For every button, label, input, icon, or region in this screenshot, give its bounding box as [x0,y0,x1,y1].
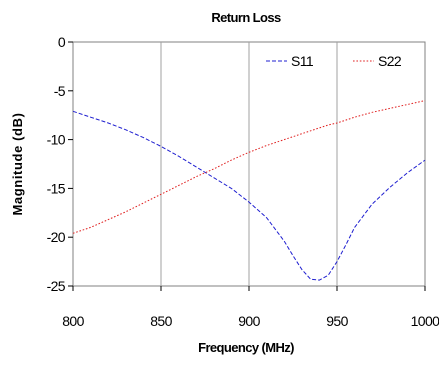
grid-lines [160,42,338,286]
x-tick-label: 950 [326,313,348,329]
y-tick-label: -20 [47,229,66,245]
y-tick-labels: 0 -5 -10 -15 -20 -25 [47,34,73,294]
x-tick-labels: 800 850 900 950 1000 [62,286,439,329]
series-lines [72,100,426,281]
x-tick-label: 1000 [411,313,439,329]
legend-s22-label: S22 [378,53,402,69]
series-s22-line [72,100,426,234]
y-tick-label: -25 [47,278,66,294]
chart-title: Return Loss [211,10,281,25]
x-axis-label: Frequency (MHz) [198,340,294,355]
y-tick-label: -15 [47,180,66,196]
x-tick-label: 900 [238,313,260,329]
legend-s11-label: S11 [291,53,314,69]
x-tick-label: 800 [62,313,84,329]
y-tick-label: 0 [58,34,66,50]
series-s11-line [72,110,426,281]
y-tick-label: -5 [54,83,66,99]
x-tick-label: 850 [150,313,172,329]
y-tick-label: -10 [47,132,66,148]
legend: S11 S22 [266,53,403,69]
y-axis-label: Magnitude (dB) [10,113,25,216]
